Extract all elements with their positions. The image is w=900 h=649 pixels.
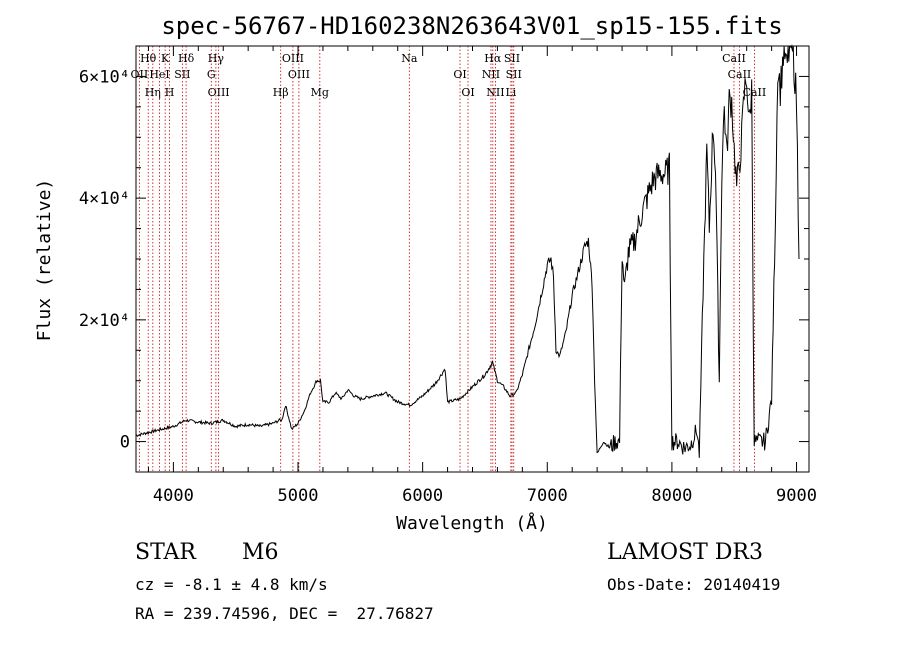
line-label: K (161, 52, 170, 65)
object-class: STAR (135, 540, 196, 565)
emission-line-markers (138, 46, 755, 472)
flux-series (135, 44, 800, 458)
line-label: Li (505, 86, 516, 99)
line-label: OI (461, 86, 474, 99)
line-label: Hδ (178, 52, 195, 65)
coordinates: RA = 239.74596, DEC = 27.76827 (135, 604, 434, 623)
x-tick-label: 7000 (527, 486, 568, 506)
x-tick-label: 8000 (651, 486, 692, 506)
line-label: SII (506, 68, 522, 81)
line-label: OIII (282, 52, 304, 65)
flux-line (135, 44, 800, 458)
line-label: Hβ (273, 86, 289, 99)
y-tick-label: 4×10⁴ (79, 189, 130, 209)
x-axis-label: Wavelength (Å) (396, 512, 548, 534)
line-label: NII (482, 68, 500, 81)
obs-date: Obs-Date: 20140419 (607, 575, 781, 594)
line-label: CaII (743, 86, 767, 99)
survey-name: LAMOST DR3 (607, 540, 763, 565)
line-label: NII (486, 86, 504, 99)
x-tick-label: 9000 (776, 486, 817, 506)
line-label: OI (453, 68, 466, 81)
line-label: OIII (288, 68, 310, 81)
line-label: HeI (149, 68, 169, 81)
line-label: Hγ (208, 52, 225, 65)
line-label: G (207, 68, 216, 81)
y-tick-label: 0 (120, 433, 130, 453)
y-tick-label: 6×10⁴ (79, 67, 130, 87)
x-axis: 4000 5000 6000 7000 8000 9000 (147, 46, 817, 506)
y-axis-label: Flux (relative) (34, 179, 55, 342)
line-label: OIII (208, 86, 230, 99)
y-axis: 0 2×10⁴ 4×10⁴ 6×10⁴ (79, 45, 809, 473)
chart-title: spec-56767-HD160238N263643V01_sp15-155.f… (161, 12, 782, 40)
line-label: H (165, 86, 175, 99)
line-label: SII (504, 52, 520, 65)
line-label: Hθ (140, 52, 157, 65)
x-tick-label: 5000 (278, 486, 319, 506)
x-tick-label: 6000 (402, 486, 443, 506)
line-label: Hα (484, 52, 502, 65)
object-subclass: M6 (242, 540, 279, 565)
line-label: Hη (145, 86, 161, 99)
x-tick-label: 4000 (153, 486, 194, 506)
line-label: OII (131, 68, 149, 81)
y-tick-label: 2×10⁴ (79, 311, 130, 331)
line-label: SII (174, 68, 190, 81)
line-label: Mg (311, 86, 329, 99)
emission-line-labels: HθOIIHηKHeIHHδSIIOIIIHγGHβOIIIOIIIMgNaOI… (131, 52, 767, 99)
redshift-text: cz = -8.1 ± 4.8 km/s (135, 575, 328, 594)
line-label: CaII (722, 52, 746, 65)
plot-frame (135, 45, 810, 473)
line-label: CaII (728, 68, 752, 81)
line-label: Na (401, 52, 418, 65)
